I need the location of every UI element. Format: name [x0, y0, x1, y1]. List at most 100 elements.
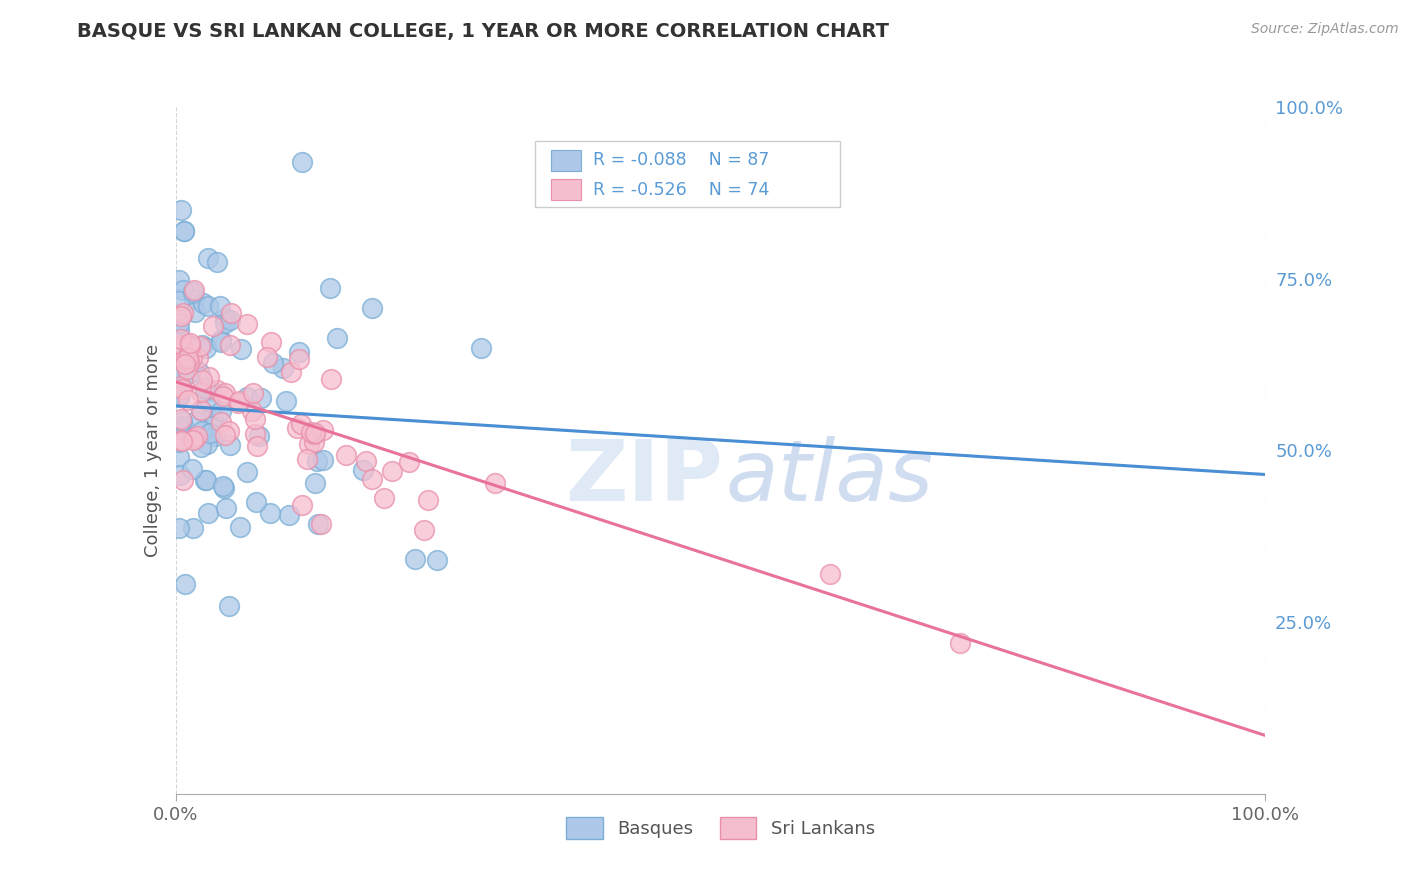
- Point: [187, 351, 209, 365]
- Point: [177, 354, 200, 368]
- Point: [198, 370, 221, 384]
- Point: [202, 410, 225, 425]
- Point: [172, 418, 194, 433]
- Point: [184, 414, 207, 428]
- Point: [299, 425, 322, 439]
- Point: [236, 317, 259, 331]
- Point: [169, 468, 191, 483]
- Point: [184, 305, 207, 319]
- Point: [201, 384, 224, 398]
- Point: [215, 501, 238, 516]
- Text: atlas: atlas: [725, 436, 934, 519]
- Text: R = -0.088    N = 87: R = -0.088 N = 87: [593, 152, 769, 169]
- Point: [180, 462, 202, 476]
- Point: [197, 251, 219, 265]
- Point: [195, 437, 218, 451]
- Point: [247, 429, 270, 443]
- Point: [276, 394, 298, 409]
- Point: [484, 476, 506, 491]
- Point: [291, 155, 314, 169]
- Point: [278, 508, 301, 522]
- Point: [426, 553, 449, 567]
- Point: [218, 424, 240, 438]
- Point: [170, 203, 193, 218]
- Point: [173, 352, 195, 367]
- Point: [195, 341, 218, 355]
- Point: [229, 342, 252, 356]
- Point: [398, 455, 420, 469]
- Point: [229, 519, 252, 533]
- Point: [170, 309, 193, 323]
- Point: [170, 382, 193, 396]
- Point: [174, 576, 197, 591]
- Point: [191, 373, 214, 387]
- Point: [167, 434, 190, 449]
- Point: [172, 306, 194, 320]
- Point: [181, 521, 204, 535]
- Point: [212, 481, 235, 495]
- Point: [205, 383, 228, 397]
- Point: [176, 361, 198, 376]
- Point: [312, 423, 335, 437]
- Point: [361, 472, 384, 486]
- Point: [193, 381, 215, 395]
- Point: [167, 316, 190, 330]
- Point: [312, 453, 335, 467]
- Point: [190, 403, 212, 417]
- Point: [290, 417, 312, 431]
- Point: [195, 473, 218, 487]
- Point: [271, 360, 294, 375]
- Point: [209, 299, 232, 313]
- Point: [209, 334, 232, 349]
- Point: [207, 255, 229, 269]
- Point: [470, 341, 492, 355]
- Point: [416, 493, 439, 508]
- Point: [219, 306, 242, 320]
- Point: [181, 285, 204, 299]
- Point: [246, 439, 269, 453]
- Point: [302, 434, 325, 449]
- Point: [373, 491, 395, 506]
- Point: [183, 283, 205, 297]
- Point: [412, 523, 434, 537]
- Point: [302, 427, 325, 442]
- Point: [188, 339, 211, 353]
- Point: [309, 516, 332, 531]
- Point: [170, 343, 193, 357]
- Text: Source: ZipAtlas.com: Source: ZipAtlas.com: [1251, 22, 1399, 37]
- Point: [177, 393, 200, 408]
- Point: [167, 521, 190, 535]
- Text: R = -0.526    N = 74: R = -0.526 N = 74: [593, 181, 769, 199]
- Point: [298, 437, 321, 451]
- Point: [198, 394, 221, 409]
- Point: [190, 403, 212, 417]
- Point: [242, 386, 264, 401]
- Point: [169, 390, 191, 404]
- Point: [194, 381, 217, 395]
- Point: [214, 428, 236, 442]
- Point: [236, 391, 259, 405]
- Point: [326, 331, 349, 345]
- Point: [170, 414, 193, 428]
- Point: [184, 431, 207, 445]
- Point: [172, 473, 194, 487]
- Text: BASQUE VS SRI LANKAN COLLEGE, 1 YEAR OR MORE CORRELATION CHART: BASQUE VS SRI LANKAN COLLEGE, 1 YEAR OR …: [77, 22, 890, 41]
- Point: [197, 299, 219, 313]
- Point: [405, 552, 427, 566]
- Point: [172, 283, 194, 297]
- Point: [204, 429, 226, 443]
- Point: [240, 404, 263, 418]
- FancyBboxPatch shape: [536, 141, 841, 207]
- Point: [167, 389, 190, 403]
- Point: [288, 345, 311, 359]
- Point: [226, 396, 249, 410]
- Point: [214, 386, 236, 401]
- Point: [186, 429, 208, 443]
- Point: [319, 281, 342, 295]
- Point: [194, 473, 217, 487]
- Point: [179, 336, 201, 351]
- Point: [167, 450, 190, 464]
- FancyBboxPatch shape: [551, 179, 581, 200]
- Point: [250, 392, 273, 406]
- Point: [167, 362, 190, 376]
